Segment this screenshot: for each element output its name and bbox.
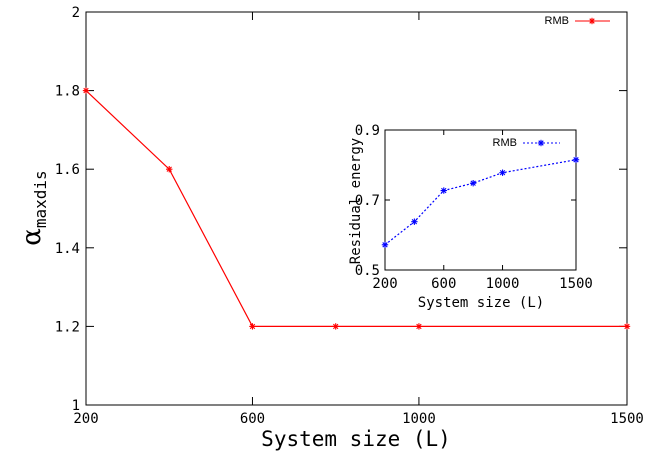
y-tick-label: 1.2 xyxy=(55,319,80,335)
y-tick-label: 1.8 xyxy=(55,84,80,100)
x-tick-label: 1500 xyxy=(559,276,593,292)
main-x-axis-title: System size (L) xyxy=(261,427,451,451)
data-point xyxy=(440,187,447,194)
y-tick-label: 1 xyxy=(72,398,80,414)
y-tick-label: 0.5 xyxy=(355,263,380,279)
legend-marker-icon xyxy=(537,139,545,147)
inset-legend: RMB xyxy=(493,137,560,149)
x-tick-label: 1000 xyxy=(486,276,520,292)
data-point xyxy=(411,218,418,225)
legend-marker-icon xyxy=(588,17,596,25)
data-point xyxy=(381,241,389,248)
main-legend: RMB xyxy=(545,15,610,27)
data-point xyxy=(332,323,339,330)
inset-legend-label: RMB xyxy=(493,137,517,149)
main-ticks: 1 1.2 1.4 1.6 1.8 2 200 600 1000 1500 xyxy=(55,5,644,427)
main-y-axis-subscript: maxdis xyxy=(31,170,50,228)
x-tick-label: 1000 xyxy=(402,411,436,427)
data-point xyxy=(499,169,506,176)
data-point xyxy=(249,323,256,330)
series-line xyxy=(85,90,627,327)
main-legend-label: RMB xyxy=(545,15,569,27)
main-series xyxy=(82,87,631,330)
y-tick-label: 0.9 xyxy=(355,123,380,139)
x-tick-label: 600 xyxy=(240,411,265,427)
inset-x-axis-title: System size (L) xyxy=(418,295,544,311)
data-point xyxy=(623,323,631,330)
y-tick-label: 2 xyxy=(72,5,80,21)
x-tick-label: 1500 xyxy=(610,411,644,427)
inset-plot-frame xyxy=(384,129,577,271)
inset-ticks: 0.5 0.7 0.9 200 600 1000 1500 xyxy=(355,123,593,292)
y-tick-label: 1.6 xyxy=(55,162,80,178)
inset-series xyxy=(381,156,580,248)
data-point xyxy=(166,166,173,173)
y-tick-label: 0.7 xyxy=(355,193,380,209)
x-tick-label: 600 xyxy=(431,276,456,292)
data-point xyxy=(469,180,477,187)
data-point xyxy=(572,156,580,163)
inset-y-axis-title: Residual energy xyxy=(348,138,364,264)
data-point xyxy=(415,323,423,330)
main-y-axis-title: αmaxdis xyxy=(17,170,50,245)
inset-legend-marker xyxy=(537,139,545,147)
y-tick-label: 1.4 xyxy=(55,241,80,257)
x-tick-label: 200 xyxy=(372,276,397,292)
main-legend-marker xyxy=(588,17,596,25)
main-plot-frame xyxy=(85,11,628,406)
data-point xyxy=(82,87,90,94)
x-tick-label: 200 xyxy=(73,411,98,427)
main-y-axis-symbol: α xyxy=(17,228,47,246)
main-plot: 1 1.2 1.4 1.6 1.8 2 200 600 1000 1500 System size… xyxy=(17,5,644,451)
